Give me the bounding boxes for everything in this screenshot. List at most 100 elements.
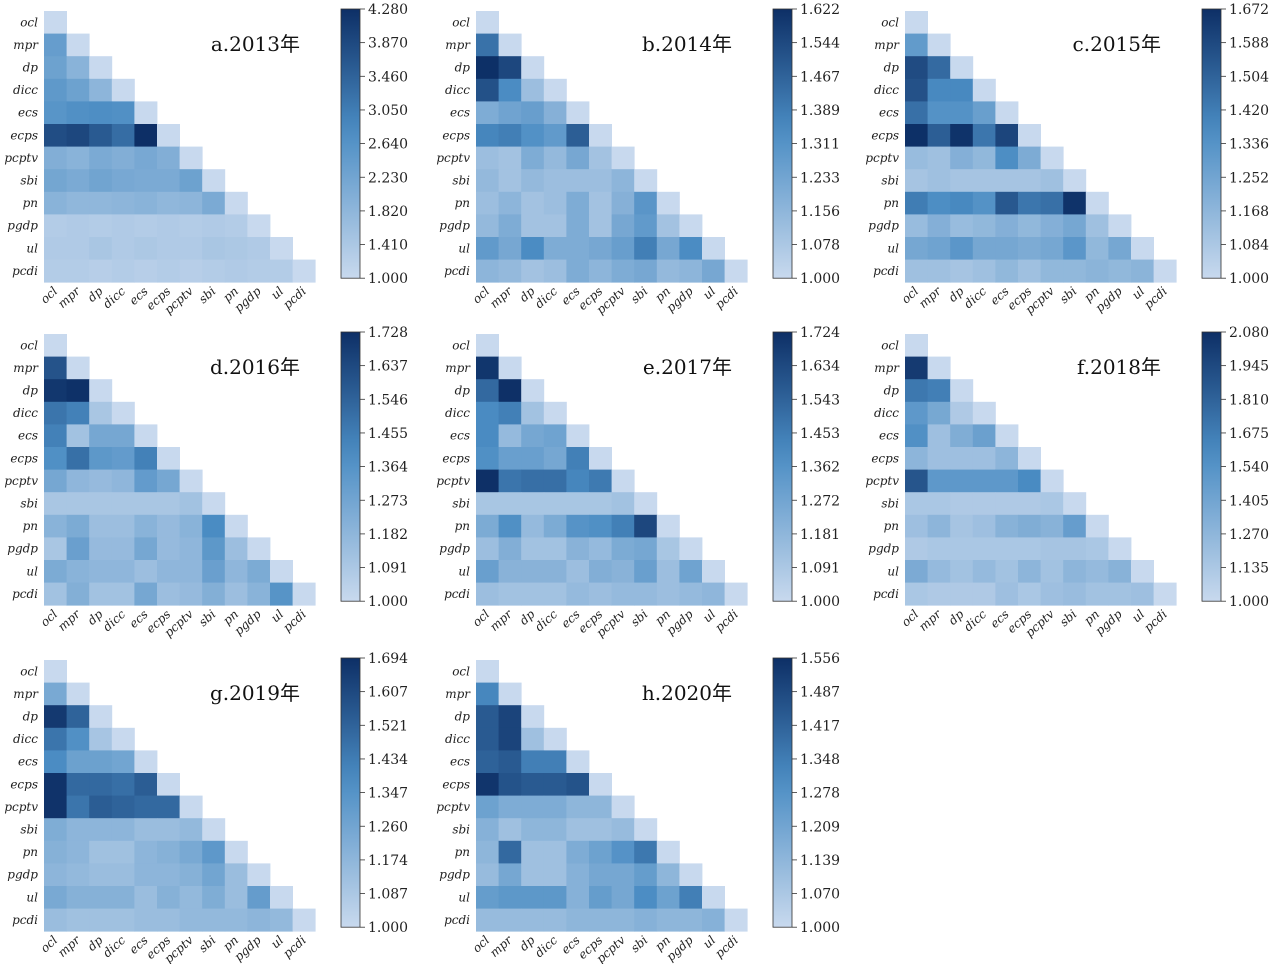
heatmap-cell [905,259,928,283]
heatmap-cell [224,191,248,215]
y-tick-label: ecps [442,451,470,465]
heatmap-cell [927,214,951,238]
colorbar-tick-label: 1.278 [800,786,840,802]
heatmap-cell [905,424,928,448]
heatmap-cell [179,469,203,493]
heatmap-panel-7: oclmprdpdiccecsecpspcptvsbipnpgdpulpcdio… [4,651,408,966]
heatmap-cell [476,334,499,357]
heatmap-cell [44,124,67,147]
heatmap-cell [89,214,113,238]
heatmap-cell [1018,146,1041,170]
heatmap-cell [1063,237,1087,260]
heatmap-cell [905,334,928,357]
colorbar-tick-label: 1.467 [800,69,840,85]
heatmap-cell [589,560,612,583]
heatmap-cell [521,705,545,729]
heatmap-cell [89,124,113,147]
heatmap-cell [134,818,158,842]
colorbar-tick-label: 1.078 [800,238,840,254]
heatmap-cell [521,840,545,864]
heatmap-cell [611,169,635,193]
heatmap-cell [498,146,522,170]
panel-title: h.2020年 [642,681,732,705]
heatmap-cell [202,560,226,583]
heatmap-cell [111,908,135,932]
heatmap-cell [157,840,180,864]
y-tick-label: sbi [20,823,38,837]
x-tick-label: dicc [532,607,560,634]
colorbar-tick-label: 1.273 [368,493,408,509]
heatmap-cell [66,33,90,57]
heatmap-cell [1063,582,1087,606]
heatmap-cell [589,886,612,909]
heatmap-cell [1063,214,1087,238]
heatmap-cell [1085,259,1109,283]
heatmap-cell [1108,537,1132,561]
heatmap-cell [66,447,90,470]
heatmap-cell [44,78,67,102]
heatmap-cell [679,259,703,283]
heatmap-cell [905,356,928,380]
heatmap-cell [950,379,974,403]
heatmap-cell [111,773,135,796]
heatmap-cell [1018,514,1041,538]
x-tick-label: pgdp [1092,607,1124,638]
heatmap-cell [566,146,590,170]
y-tick-label: ecps [442,777,470,791]
heatmap-cell [679,908,703,932]
colorbar [772,657,793,928]
heatmap-cell [270,886,293,909]
heatmap-cell [543,424,567,448]
heatmap-cell [1085,214,1109,238]
heatmap-cell [157,773,180,796]
heatmap-cell [927,469,951,493]
heatmap-cell [134,447,158,470]
heatmap-cell [927,169,951,193]
colorbar-tick-label: 1.607 [368,685,408,701]
x-tick-label: sbi [628,933,651,955]
heatmap-cell [498,78,522,102]
heatmap-cell [134,237,158,260]
heatmap-cell [543,514,567,538]
heatmap-cell [905,124,928,147]
heatmap-cell [566,424,590,448]
heatmap-cell [1108,259,1132,283]
x-tick-label: dicc [961,284,989,311]
heatmap-cell [292,582,316,606]
heatmap-cell [498,582,522,606]
colorbar-tick-label: 1.000 [368,920,408,936]
heatmap-cell [498,469,522,493]
heatmap-cell [476,259,499,283]
x-tick-label: pgdp [663,284,695,315]
y-tick-label: ocl [881,338,899,352]
heatmap-cell [1018,169,1041,193]
heatmap-cell [634,492,658,516]
heatmap-cell [972,560,996,583]
x-tick-label: pcdi [280,284,309,312]
heatmap-cell [224,214,248,238]
heatmap-cell [950,169,974,193]
heatmap-cell [905,379,928,403]
heatmap-cell [972,237,996,260]
panel-title: b.2014年 [642,32,732,56]
heatmap-cell [44,660,67,683]
heatmap-cell [66,795,90,819]
y-tick-label: pn [455,196,470,210]
heatmap-cell [543,560,567,583]
heatmap-cell [972,259,996,283]
heatmap-cell [476,11,499,34]
y-tick-label: pcdi [873,587,899,601]
heatmap-panel-1: oclmprdpdiccecsecpspcptvsbipnpgdpulpcdio… [4,2,408,317]
heatmap-cell [179,795,203,819]
y-tick-label: ecs [450,106,470,120]
heatmap-cell [66,424,90,448]
heatmap-cell [656,560,680,583]
heatmap-cell [134,886,158,909]
x-tick-label: mpr [55,932,84,960]
colorbar-tick-label: 1.945 [1229,359,1269,375]
colorbar-tick-label: 1.728 [368,325,408,341]
heatmap-cell [66,101,90,125]
heatmap-cell [498,560,522,583]
heatmap-cell [702,560,725,583]
heatmap-cell [611,237,635,260]
